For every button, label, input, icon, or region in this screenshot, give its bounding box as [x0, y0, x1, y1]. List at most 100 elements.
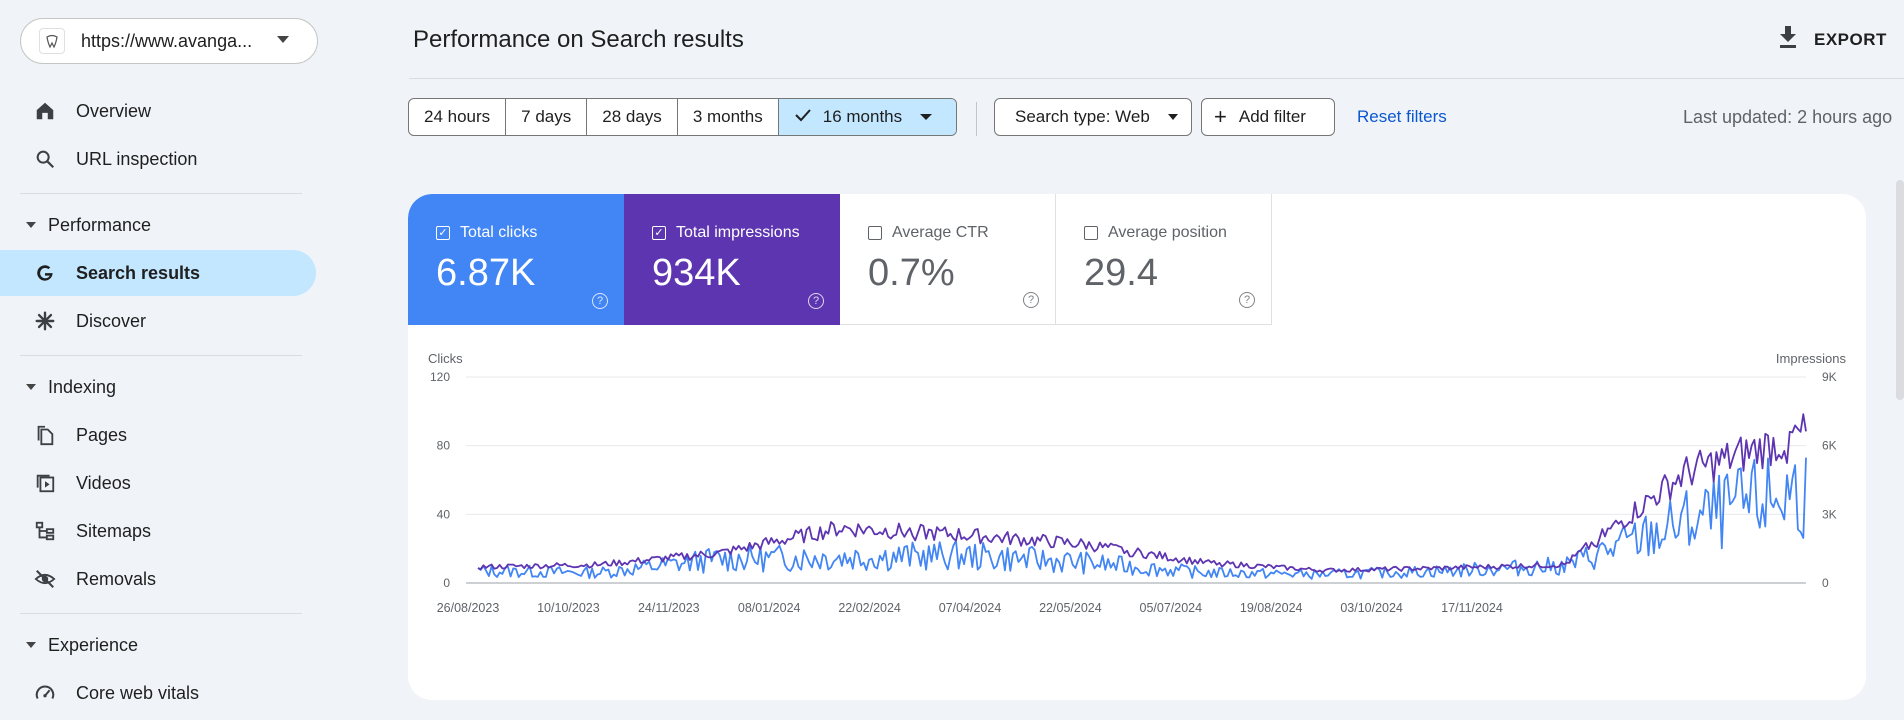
- x-tick-label: 07/04/2024: [939, 601, 1002, 615]
- checkbox-unchecked-icon[interactable]: [868, 226, 882, 240]
- last-updated-text: Last updated: 2 hours ago: [1683, 107, 1893, 127]
- section-label: Performance: [48, 214, 152, 235]
- range-3-months-button[interactable]: 3 months: [678, 99, 779, 135]
- caret-down-icon: [26, 222, 36, 228]
- right-tick-label: 9K: [1822, 370, 1837, 384]
- checkbox-checked-icon[interactable]: ✓: [652, 226, 666, 240]
- section-label: Indexing: [48, 376, 117, 397]
- range-16-months-button[interactable]: 16 months: [778, 99, 957, 135]
- metric-value: 934K: [652, 252, 741, 294]
- add-filter-label: Add filter: [1238, 107, 1306, 126]
- filter-divider: [976, 102, 977, 136]
- x-tick-label: 17/11/2024: [1441, 601, 1503, 615]
- metric-total-clicks[interactable]: ✓ Total clicks 6.87K ?: [408, 194, 624, 325]
- x-tick-label: 08/01/2024: [738, 601, 801, 615]
- range-7-days-button[interactable]: 7 days: [506, 99, 588, 135]
- sidebar-divider: [20, 193, 302, 194]
- export-button[interactable]: EXPORT: [1778, 26, 1887, 53]
- sidebar-divider: [20, 613, 302, 614]
- section-experience[interactable]: Experience: [0, 625, 316, 665]
- sidebar-item-label: Discover: [76, 310, 147, 331]
- metric-label: Total clicks: [460, 224, 538, 241]
- left-tick-label: 80: [437, 439, 451, 453]
- eye-off-icon: [32, 566, 58, 592]
- checkbox-unchecked-icon[interactable]: [1084, 226, 1098, 240]
- plus-icon: +: [1214, 104, 1227, 129]
- help-icon[interactable]: ?: [1023, 292, 1039, 308]
- date-range-selector: 24 hours 7 days 28 days 3 months 16 mont…: [408, 98, 958, 136]
- performance-card: ✓ Total clicks 6.87K ? ✓ Total impressions…: [408, 194, 1866, 700]
- help-icon[interactable]: ?: [1239, 292, 1255, 308]
- caret-down-icon: [1167, 114, 1178, 120]
- range-label: 3 months: [692, 107, 763, 126]
- property-selector[interactable]: https://www.avanga...: [20, 18, 318, 64]
- checkbox-checked-icon[interactable]: ✓: [436, 226, 450, 240]
- sidebar-item-discover[interactable]: Discover: [0, 298, 316, 344]
- sidebar-item-label: Removals: [76, 568, 157, 589]
- metric-value: 6.87K: [436, 252, 536, 294]
- export-label: EXPORT: [1814, 29, 1887, 49]
- site-favicon-icon: [39, 28, 65, 54]
- x-tick-label: 22/02/2024: [838, 601, 901, 615]
- sidebar-item-sitemaps[interactable]: Sitemaps: [0, 508, 316, 554]
- help-icon[interactable]: ?: [808, 293, 824, 309]
- range-label: 7 days: [521, 107, 572, 126]
- x-tick-label: 22/05/2024: [1039, 601, 1102, 615]
- x-tick-label: 10/10/2023: [537, 601, 600, 615]
- sidebar-item-search-results[interactable]: Search results: [0, 250, 316, 296]
- sidebar-item-pages[interactable]: Pages: [0, 412, 316, 458]
- right-tick-label: 6K: [1822, 439, 1837, 453]
- google-g-icon: [32, 260, 58, 286]
- left-tick-label: 120: [430, 370, 450, 384]
- x-tick-label: 26/08/2023: [437, 601, 500, 615]
- right-axis-label: Impressions: [1776, 351, 1847, 366]
- range-28-days-button[interactable]: 28 days: [587, 99, 678, 135]
- section-performance[interactable]: Performance: [0, 205, 316, 245]
- metric-average-position[interactable]: Average position 29.4 ?: [1056, 194, 1272, 325]
- left-tick-label: 40: [437, 507, 451, 521]
- add-filter-button[interactable]: + Add filter: [1201, 98, 1335, 136]
- x-tick-label: 05/07/2024: [1140, 601, 1203, 615]
- scrollbar[interactable]: [1896, 180, 1904, 400]
- metric-label: Total impressions: [676, 224, 800, 241]
- metric-label: Average position: [1108, 224, 1227, 241]
- sidebar-item-url-inspection[interactable]: URL inspection: [0, 136, 316, 182]
- search-type-filter[interactable]: Search type: Web: [994, 98, 1192, 136]
- x-tick-label: 24/11/2023: [638, 601, 700, 615]
- property-url: https://www.avanga...: [81, 30, 253, 51]
- metric-value: 29.4: [1084, 252, 1158, 294]
- sidebar-item-removals[interactable]: Removals: [0, 556, 316, 602]
- search-icon: [32, 146, 58, 172]
- help-icon[interactable]: ?: [592, 293, 608, 309]
- sidebar-item-label: Videos: [76, 472, 131, 493]
- sidebar-item-videos[interactable]: Videos: [0, 460, 316, 506]
- checkmark-icon: [795, 107, 811, 127]
- performance-chart[interactable]: Clicks Impressions 0 0 40 3K 80 6K 120 9K 26/08…: [408, 334, 1866, 700]
- chevron-down-icon: [277, 36, 289, 43]
- left-axis-label: Clicks: [428, 351, 463, 366]
- left-tick-label: 0: [443, 576, 450, 590]
- metric-total-impressions[interactable]: ✓ Total impressions 934K ?: [624, 194, 840, 325]
- sidebar-divider: [20, 355, 302, 356]
- sidebar-item-label: Search results: [76, 262, 201, 283]
- sidebar-item-label: Sitemaps: [76, 520, 152, 541]
- sidebar-item-overview[interactable]: Overview: [0, 88, 316, 134]
- right-tick-label: 3K: [1822, 507, 1837, 521]
- reset-filters-link[interactable]: Reset filters: [1357, 107, 1447, 126]
- video-icon: [32, 470, 58, 496]
- range-label: 16 months: [822, 107, 903, 126]
- home-icon: [32, 98, 58, 124]
- sidebar-item-label: Core web vitals: [76, 682, 200, 703]
- sidebar: https://www.avanga... Overview URL inspe…: [0, 0, 330, 720]
- caret-down-icon: [920, 114, 933, 120]
- section-indexing[interactable]: Indexing: [0, 367, 316, 407]
- download-icon: [1778, 26, 1798, 53]
- metric-average-ctr[interactable]: Average CTR 0.7% ?: [840, 194, 1056, 325]
- range-label: 24 hours: [424, 107, 491, 126]
- asterisk-icon: [32, 308, 58, 334]
- caret-down-icon: [26, 642, 36, 648]
- range-24-hours-button[interactable]: 24 hours: [409, 99, 507, 135]
- x-tick-label: 19/08/2024: [1240, 601, 1303, 615]
- sidebar-item-core-web-vitals[interactable]: Core web vitals: [0, 670, 316, 716]
- header-divider: [409, 78, 1904, 79]
